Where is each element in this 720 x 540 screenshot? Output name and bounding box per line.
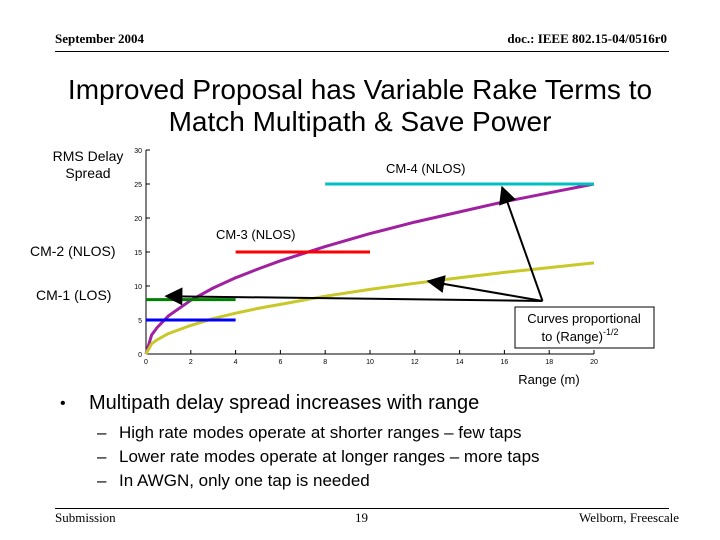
x-tick-label: 2 bbox=[189, 359, 193, 366]
x-tick-label: 6 bbox=[278, 359, 282, 366]
y-tick-label: 25 bbox=[134, 182, 142, 189]
header-rule bbox=[55, 51, 669, 52]
label-cm2: CM-2 (NLOS) bbox=[30, 243, 116, 259]
annotation-line-2: to (Range)-1/2 bbox=[542, 327, 619, 344]
y-tick-label: 30 bbox=[134, 148, 142, 155]
sub-bullet-text: High rate modes operate at shorter range… bbox=[119, 423, 522, 442]
sub-bullet: – High rate modes operate at shorter rang… bbox=[97, 421, 540, 445]
label-cm3: CM-3 (NLOS) bbox=[216, 227, 295, 242]
label-cm4: CM-4 (NLOS) bbox=[386, 161, 465, 176]
slide-title: Improved Proposal has Variable Rake Term… bbox=[40, 74, 680, 138]
dash-icon: – bbox=[97, 423, 107, 442]
annotation-arrow-1 bbox=[499, 185, 544, 302]
x-tick-label: 14 bbox=[456, 359, 464, 366]
sub-bullet-text: In AWGN, only one tap is needed bbox=[119, 471, 370, 490]
series-line-1 bbox=[144, 182, 595, 355]
x-tick-label: 4 bbox=[234, 359, 238, 366]
annotation-line-1: Curves proportional bbox=[527, 311, 641, 326]
sub-bullet-list: – High rate modes operate at shorter rang… bbox=[97, 421, 540, 493]
x-tick-label: 18 bbox=[545, 359, 553, 366]
x-tick-label: 16 bbox=[501, 359, 509, 366]
title-line-1: Improved Proposal has Variable Rake Term… bbox=[67, 74, 653, 105]
footer-submission: Submission bbox=[55, 510, 116, 525]
annotation-arrow-2 bbox=[426, 275, 543, 302]
x-tick-label: 12 bbox=[411, 359, 419, 366]
x-tick-label: 10 bbox=[366, 359, 374, 366]
dash-icon: – bbox=[97, 447, 107, 466]
y-axis-label-line-1: RMS Delay bbox=[53, 148, 124, 164]
label-cm1: CM-1 (LOS) bbox=[36, 287, 111, 303]
y-tick-label: 0 bbox=[138, 352, 142, 359]
series-line-2 bbox=[144, 261, 595, 355]
footer-page-number: 19 bbox=[355, 510, 368, 525]
y-axis-label-line-2: Spread bbox=[65, 165, 110, 181]
y-tick-label: 5 bbox=[138, 318, 142, 325]
dash-icon: – bbox=[97, 471, 107, 490]
sub-bullet: – Lower rate modes operate at longer rang… bbox=[97, 445, 540, 469]
sub-bullet: – In AWGN, only one tap is needed bbox=[97, 469, 540, 493]
bullet-dot-icon: • bbox=[60, 395, 66, 412]
annotation-arrow-3 bbox=[164, 287, 543, 306]
title-line-2: Match Multipath & Save Power bbox=[168, 106, 552, 137]
annotation-box bbox=[514, 306, 655, 349]
header-doc-id: doc.: IEEE 802.15-04/0516r0 bbox=[507, 31, 667, 46]
bullet-list: • Multipath delay spread increases with r… bbox=[60, 392, 540, 493]
bullet-main: • Multipath delay spread increases with r… bbox=[60, 392, 540, 415]
footer-rule bbox=[55, 508, 669, 509]
y-tick-label: 20 bbox=[134, 216, 142, 223]
x-tick-label: 0 bbox=[144, 359, 148, 366]
bullet-main-text: Multipath delay spread increases with ra… bbox=[89, 392, 480, 414]
y-tick-label: 15 bbox=[134, 250, 142, 257]
y-tick-label: 10 bbox=[134, 284, 142, 291]
x-tick-label: 20 bbox=[590, 359, 598, 366]
x-tick-label: 8 bbox=[323, 359, 327, 366]
sub-bullet-text: Lower rate modes operate at longer range… bbox=[119, 447, 540, 466]
footer-author: Welborn, Freescale bbox=[578, 510, 679, 525]
header-date: September 2004 bbox=[55, 31, 144, 46]
x-axis-label: Range (m) bbox=[518, 372, 579, 387]
